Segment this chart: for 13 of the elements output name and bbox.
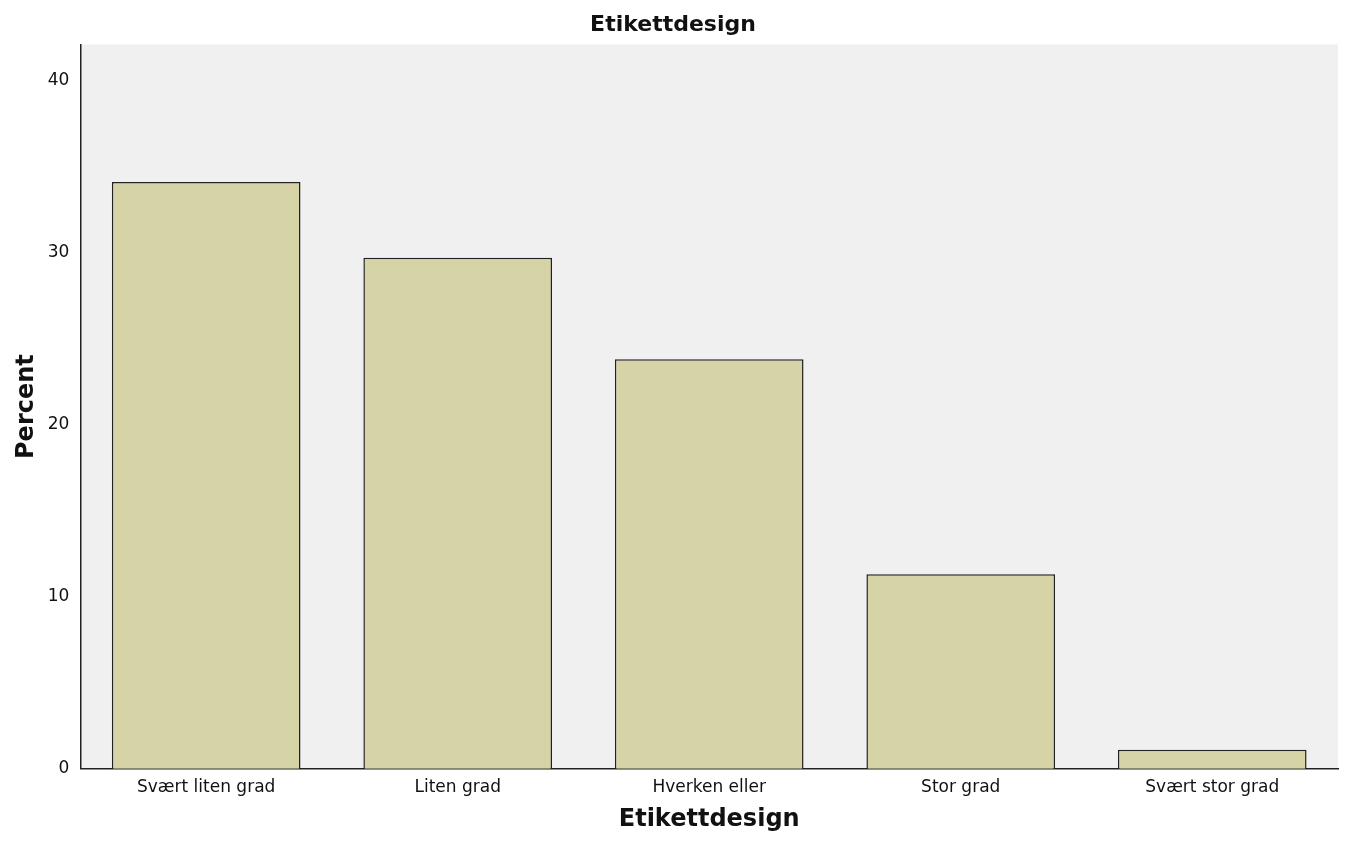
y-tick-label: 0 — [58, 757, 70, 778]
x-tick-label: Svært liten grad — [137, 776, 276, 797]
x-tick-label: Liten grad — [414, 776, 501, 797]
chart-title: Etikettdesign — [590, 10, 756, 36]
x-tick-label: Stor grad — [921, 776, 1001, 797]
y-tick-label: 30 — [47, 241, 70, 262]
y-axis-title: Percent — [10, 354, 39, 459]
y-tick-label: 10 — [47, 585, 70, 606]
x-tick-label: Svært stor grad — [1145, 776, 1280, 797]
x-axis-title: Etikettdesign — [618, 803, 800, 832]
y-tick-label: 20 — [47, 413, 70, 434]
x-tick-label: Hverken eller — [652, 776, 766, 797]
y-tick-label: 40 — [47, 68, 70, 89]
